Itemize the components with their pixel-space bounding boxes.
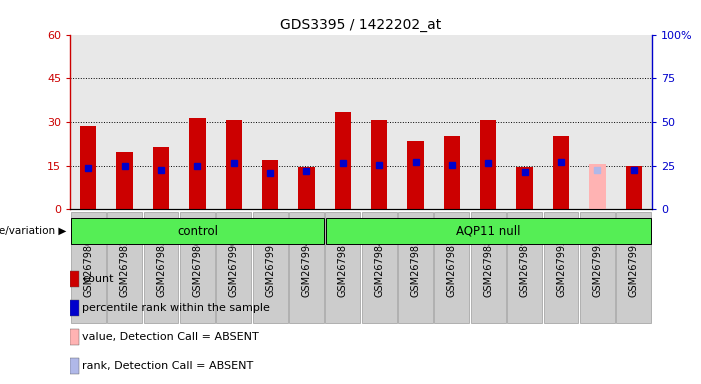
Text: GSM267992: GSM267992 — [556, 238, 566, 298]
Bar — [70, 358, 79, 374]
FancyBboxPatch shape — [398, 212, 433, 323]
FancyBboxPatch shape — [616, 212, 651, 323]
Bar — [299, 167, 315, 209]
Text: rank, Detection Call = ABSENT: rank, Detection Call = ABSENT — [82, 361, 254, 371]
Text: GSM267984: GSM267984 — [374, 238, 384, 297]
FancyBboxPatch shape — [580, 212, 615, 323]
Bar — [590, 164, 606, 209]
Text: GSM267983: GSM267983 — [156, 238, 166, 297]
Text: GSM267988: GSM267988 — [483, 238, 494, 297]
Bar — [226, 121, 242, 209]
Text: value, Detection Call = ABSENT: value, Detection Call = ABSENT — [82, 332, 259, 342]
FancyBboxPatch shape — [471, 212, 505, 323]
Bar — [70, 300, 79, 316]
Text: genotype/variation ▶: genotype/variation ▶ — [0, 226, 67, 237]
FancyBboxPatch shape — [508, 212, 542, 323]
FancyBboxPatch shape — [435, 212, 470, 323]
Title: GDS3395 / 1422202_at: GDS3395 / 1422202_at — [280, 18, 442, 32]
FancyBboxPatch shape — [107, 212, 142, 323]
FancyBboxPatch shape — [326, 218, 651, 244]
FancyBboxPatch shape — [543, 212, 578, 323]
Text: GSM267985: GSM267985 — [411, 238, 421, 298]
Text: GSM267991: GSM267991 — [265, 238, 275, 297]
Text: percentile rank within the sample: percentile rank within the sample — [82, 303, 270, 313]
Text: GSM267993: GSM267993 — [592, 238, 602, 297]
Bar — [262, 160, 278, 209]
Text: GSM267981: GSM267981 — [338, 238, 348, 297]
Bar — [517, 167, 533, 209]
Bar — [334, 112, 351, 209]
FancyBboxPatch shape — [72, 218, 324, 244]
FancyBboxPatch shape — [252, 212, 287, 323]
Bar — [407, 141, 423, 209]
Bar — [189, 118, 205, 209]
Bar — [80, 126, 97, 209]
FancyBboxPatch shape — [217, 212, 251, 323]
Text: GSM267982: GSM267982 — [120, 238, 130, 298]
Text: GSM267987: GSM267987 — [447, 238, 457, 298]
Text: GSM267995: GSM267995 — [629, 238, 639, 298]
Text: GSM267986: GSM267986 — [192, 238, 203, 297]
Bar — [116, 152, 132, 209]
Bar — [625, 166, 642, 209]
Bar — [444, 136, 460, 209]
FancyBboxPatch shape — [325, 212, 360, 323]
Bar — [480, 121, 496, 209]
FancyBboxPatch shape — [180, 212, 215, 323]
Text: control: control — [177, 225, 218, 238]
Text: GSM267989: GSM267989 — [519, 238, 530, 297]
Bar — [553, 136, 569, 209]
Bar — [70, 329, 79, 345]
Text: GSM267990: GSM267990 — [229, 238, 239, 297]
FancyBboxPatch shape — [144, 212, 179, 323]
Text: count: count — [82, 274, 114, 285]
Bar — [70, 271, 79, 287]
Text: GSM267994: GSM267994 — [301, 238, 311, 297]
FancyBboxPatch shape — [362, 212, 397, 323]
FancyBboxPatch shape — [289, 212, 324, 323]
Bar — [153, 147, 169, 209]
Bar — [371, 121, 388, 209]
FancyBboxPatch shape — [71, 212, 106, 323]
Text: GSM267980: GSM267980 — [83, 238, 93, 297]
Text: AQP11 null: AQP11 null — [456, 225, 521, 238]
